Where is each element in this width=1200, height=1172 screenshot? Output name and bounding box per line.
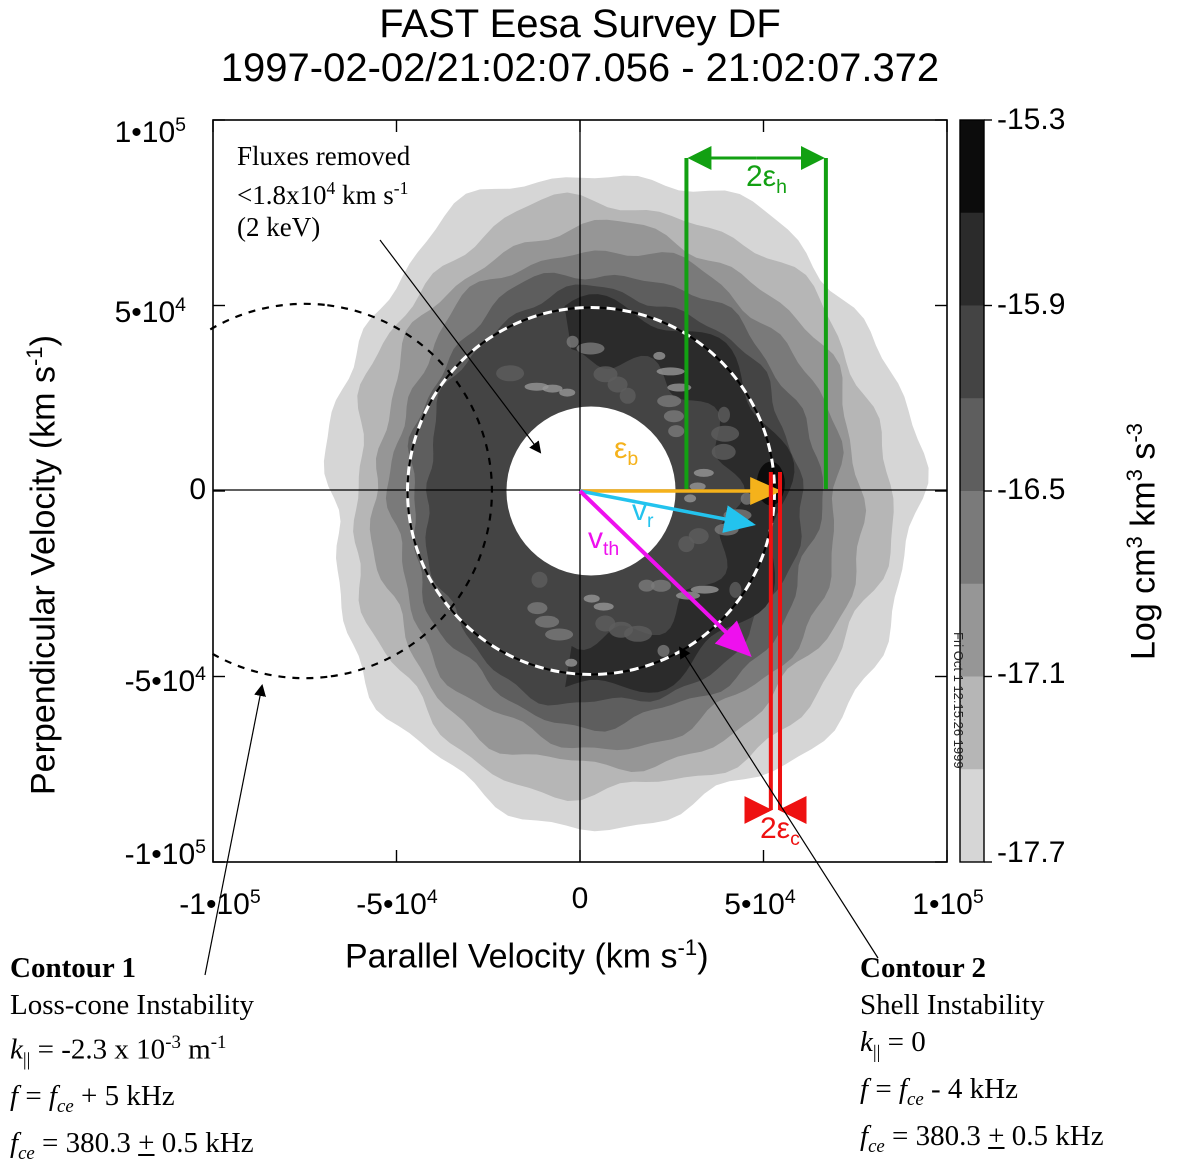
colorbar-label: Log cm3 km3 s-3	[1122, 423, 1163, 660]
y-tick-label: -1•105	[124, 836, 206, 871]
label-eps-b: εb	[614, 432, 639, 470]
contour-mottle	[684, 494, 697, 503]
contour-mottle	[593, 602, 614, 611]
contour-mottle	[624, 625, 652, 642]
contour-mottle	[527, 602, 548, 615]
x-axis-label: Parallel Velocity (km s-1)	[345, 935, 709, 976]
x-tick-label: 0	[571, 882, 589, 915]
contour-mottle	[619, 387, 636, 404]
contour-mottle	[740, 492, 753, 505]
removed-flux-arrow	[379, 239, 542, 454]
contour-mottle	[718, 406, 730, 423]
eps-h-bracket	[684, 146, 828, 489]
contour-mottle	[559, 388, 576, 397]
contour-mottle	[583, 594, 600, 603]
colorbar-tick-label: -17.1	[997, 657, 1066, 690]
eps-c-bracket	[744, 472, 807, 824]
colorbar-segment	[960, 769, 984, 863]
colorbar-segment	[960, 491, 984, 585]
colorbar-tick-label: -17.7	[997, 836, 1066, 869]
losscone-dashed-arc-top	[209, 302, 328, 331]
chart-subtitle-time-range: 1997-02-02/21:02:07.056 - 21:02:07.372	[220, 46, 940, 90]
colorbar	[959, 119, 992, 863]
contour-mottle	[566, 335, 579, 348]
label-v-th: vth	[588, 522, 620, 560]
contour-mottle	[688, 528, 709, 545]
label-2eps-h: 2εh	[746, 160, 787, 198]
contour-mottle	[668, 425, 685, 438]
colorbar-segment	[960, 398, 984, 492]
contour-mottle	[657, 644, 670, 657]
losscone-dashed-arc-bottom	[209, 651, 328, 680]
contour-mottle	[711, 425, 740, 442]
contour1-arrow	[204, 684, 266, 976]
losscone-dashed-arc	[327, 304, 494, 678]
frame-ticks	[212, 119, 948, 863]
y-tick-label: 0	[189, 473, 206, 506]
contour-mottle	[545, 628, 574, 641]
contour-mottle	[565, 658, 578, 667]
chart-title: FAST Eesa Survey DF	[379, 2, 781, 46]
contour2-arrow	[678, 646, 879, 959]
x-tick-label: 1•105	[912, 886, 984, 921]
contour-mottle	[638, 579, 655, 592]
x-tick-label: -1•105	[179, 886, 261, 921]
colorbar-segment	[960, 583, 984, 677]
contour2-info: Contour 2 Shell Instability k|| = 0 f = …	[860, 952, 1104, 1157]
contour-mottle	[690, 585, 719, 594]
contour-mottle	[593, 366, 618, 383]
contour-mottle	[656, 367, 685, 376]
contour1-info: Contour 1 Loss-cone Instability k|| = -2…	[10, 952, 255, 1165]
contour-mottle	[576, 342, 605, 355]
contour-mottle	[524, 382, 549, 391]
contour-mottle	[535, 615, 560, 628]
vector-v-r	[579, 489, 756, 533]
contour-mottle	[651, 579, 671, 592]
vector-v-th	[578, 489, 752, 658]
colorbar-segment	[960, 676, 984, 770]
y-axis-label: Perpendicular Velocity (km s-1)	[22, 335, 63, 795]
colorbar-tick-label: -16.5	[997, 473, 1066, 506]
y-tick-label: 5•104	[114, 294, 186, 329]
label-2eps-c: 2εc	[760, 812, 800, 850]
contour-mottle	[711, 443, 736, 460]
y-tick-label: -5•104	[124, 663, 206, 698]
contour-mottle	[496, 365, 525, 382]
contour-mottle	[653, 351, 666, 360]
contour-mottle	[693, 468, 714, 477]
colorbar-tick-label: -15.9	[997, 288, 1066, 321]
y-tick-label: 1•105	[114, 114, 186, 149]
removed-flux-annotation: Fluxes removed <1.8x104 km s-1 (2 keV)	[237, 141, 411, 242]
contour-mottle	[657, 395, 682, 408]
colorbar-segment	[960, 305, 984, 399]
x-tick-label: -5•104	[356, 886, 438, 921]
contour-mottle	[729, 581, 742, 598]
colorbar-segment	[960, 120, 984, 214]
contour-bands	[323, 175, 929, 832]
colorbar-tick-label: -15.3	[997, 103, 1066, 136]
contour-mottle	[714, 523, 739, 536]
x-tick-label: 5•104	[724, 886, 796, 921]
label-v-r: vr	[632, 494, 654, 532]
timestamp-stamp: Fri Oct 1 12:15:26 1999	[951, 632, 966, 769]
contour-mottle	[663, 410, 684, 423]
contour-mottle	[689, 482, 706, 491]
colorbar-segment	[960, 212, 984, 306]
contour-mottle	[531, 571, 548, 588]
